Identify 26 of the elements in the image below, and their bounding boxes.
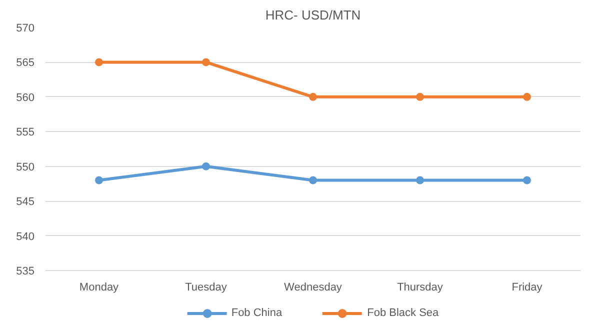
x-tick-label: Thursday xyxy=(397,282,444,294)
legend-label: Fob China xyxy=(231,306,282,318)
point xyxy=(523,176,531,184)
point xyxy=(202,58,210,66)
point xyxy=(95,58,103,66)
point xyxy=(416,176,424,184)
chart-title: HRC- USD/MTN xyxy=(265,8,361,22)
point xyxy=(95,176,103,184)
point xyxy=(309,92,317,101)
y-tick-label: 555 xyxy=(16,126,35,139)
x-tick-label: Monday xyxy=(79,282,120,294)
y-tick-label: 560 xyxy=(16,92,35,104)
y-tick-label: 565 xyxy=(16,57,35,70)
y-tick-label: 535 xyxy=(16,266,35,278)
x-tick-label: Tuesday xyxy=(185,282,228,294)
y-tick-label: 570 xyxy=(16,22,35,34)
x-tick-label: Wednesday xyxy=(284,282,342,294)
point xyxy=(523,92,531,101)
point xyxy=(202,162,210,170)
y-tick-label: 540 xyxy=(16,230,35,243)
point xyxy=(416,92,424,101)
y-tick-label: 545 xyxy=(16,196,35,208)
legend-label: Fob Black Sea xyxy=(367,306,439,318)
x-tick-label: Friday xyxy=(512,282,543,294)
point xyxy=(309,176,317,184)
y-tick-label: 550 xyxy=(16,161,35,174)
